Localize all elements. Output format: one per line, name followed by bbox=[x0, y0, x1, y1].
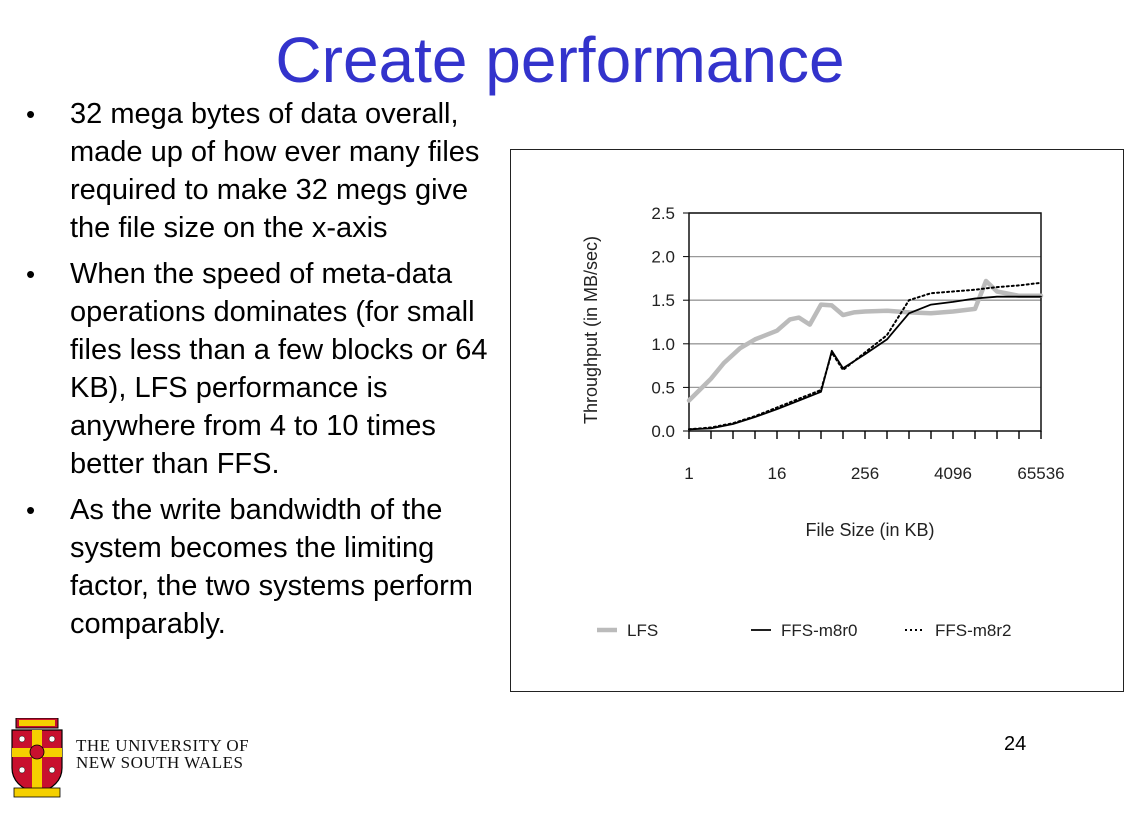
x-tick-label: 65536 bbox=[1017, 464, 1064, 483]
series-line-ffs-m8r0 bbox=[688, 295, 1042, 431]
bullet-glyph: • bbox=[26, 495, 36, 525]
series-line-lfs bbox=[686, 278, 1044, 403]
bullet-text: As the write bandwidth of the system bec… bbox=[70, 494, 473, 640]
legend-label: FFS-m8r2 bbox=[935, 621, 1012, 640]
y-tick-label: 1.5 bbox=[651, 291, 675, 310]
legend-label: LFS bbox=[627, 621, 658, 640]
bullet-item: • 32 mega bytes of data overall, made up… bbox=[22, 95, 502, 247]
x-tick-label: 4096 bbox=[934, 464, 972, 483]
y-tick-label: 2.5 bbox=[651, 204, 675, 223]
series-line-ffs-m8r2 bbox=[688, 281, 1042, 431]
university-name-line1: THE UNIVERSITY OF bbox=[76, 736, 250, 755]
bullet-item: • As the write bandwidth of the system b… bbox=[22, 491, 502, 643]
y-tick-label: 2.0 bbox=[651, 248, 675, 267]
university-name-line2: NEW SOUTH WALES bbox=[76, 753, 244, 772]
bullet-text: 32 mega bytes of data overall, made up o… bbox=[70, 98, 480, 244]
bullet-glyph: • bbox=[26, 99, 36, 129]
bullet-glyph: • bbox=[26, 259, 36, 289]
y-tick-label: 1.0 bbox=[651, 335, 675, 354]
university-crest-logo bbox=[10, 717, 64, 803]
throughput-chart: 0.0 0.5 1.0 1.5 2.0 2.5 1 16 256 4096 65536 File Si… bbox=[581, 204, 1065, 640]
y-tick-label: 0.5 bbox=[651, 378, 675, 397]
bullet-text: When the speed of meta-data operations d… bbox=[70, 258, 488, 480]
bullet-list: • 32 mega bytes of data overall, made up… bbox=[22, 95, 502, 651]
y-tick-label: 0.0 bbox=[651, 422, 675, 441]
plot-frame bbox=[688, 212, 1042, 432]
bullet-item: • When the speed of meta-data operations… bbox=[22, 255, 502, 483]
page-number: 24 bbox=[1004, 733, 1027, 755]
chart-frame: 0.0 0.5 1.0 1.5 2.0 2.5 1 16 256 4096 65536 File Si… bbox=[510, 149, 1124, 692]
y-axis-label: Throughput (in MB/sec) bbox=[581, 236, 601, 424]
slide-title: Create performance bbox=[275, 24, 845, 96]
x-tick-label: 16 bbox=[768, 464, 787, 483]
university-name: THE UNIVERSITY OF NEW SOUTH WALES bbox=[76, 737, 249, 771]
x-axis-label: File Size (in KB) bbox=[805, 520, 934, 540]
legend-label: FFS-m8r0 bbox=[781, 621, 858, 640]
x-tick-label: 1 bbox=[684, 464, 693, 483]
x-tick-label: 256 bbox=[851, 464, 879, 483]
